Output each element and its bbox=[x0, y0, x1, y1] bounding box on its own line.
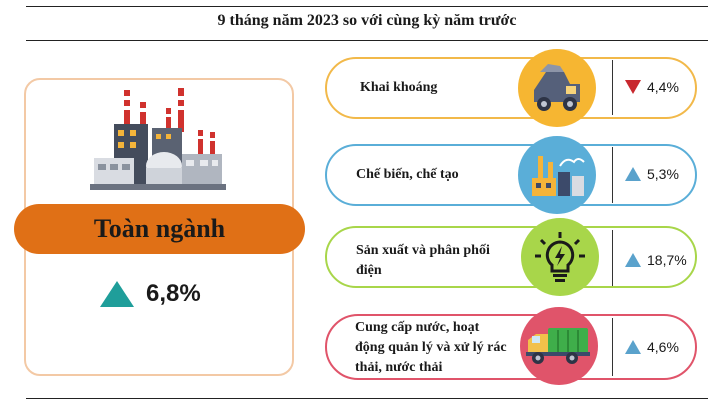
sector-change-electricity: 18,7% bbox=[625, 252, 687, 268]
total-change: 6,8% bbox=[100, 278, 201, 310]
mining-truck-icon bbox=[534, 64, 580, 111]
down-arrow-icon bbox=[625, 80, 641, 94]
up-arrow-icon bbox=[625, 340, 641, 354]
sector-change-water-waste: 4,6% bbox=[625, 339, 679, 355]
bottom-rule bbox=[26, 398, 708, 399]
manufacturing-icon-circle bbox=[518, 136, 596, 214]
sector-change-manufacturing: 5,3% bbox=[625, 166, 679, 182]
total-label: Toàn ngành bbox=[93, 214, 226, 243]
top-rule bbox=[26, 6, 708, 7]
header-rule bbox=[26, 40, 708, 41]
sector-divider bbox=[612, 147, 613, 203]
lightbulb-icon bbox=[535, 232, 585, 282]
sector-label-manufacturing: Chế biến, chế tạo bbox=[356, 167, 459, 182]
sector-label-electricity: Sản xuất và phân phối điện bbox=[356, 243, 490, 278]
sector-divider bbox=[612, 230, 613, 286]
sector-value-mining: 4,4% bbox=[647, 79, 679, 95]
sector-value-electricity: 18,7% bbox=[647, 252, 687, 268]
sector-divider bbox=[612, 60, 613, 115]
up-arrow-icon bbox=[625, 253, 641, 267]
up-arrow-icon bbox=[100, 281, 134, 307]
manufacturing-plant-icon bbox=[532, 156, 585, 196]
sector-divider bbox=[612, 318, 613, 376]
total-value: 6,8% bbox=[146, 280, 201, 307]
sector-change-mining: 4,4% bbox=[625, 79, 679, 95]
sector-label-water-waste: Cung cấp nước, hoạt động quản lý và xử l… bbox=[355, 320, 507, 375]
sector-value-manufacturing: 5,3% bbox=[647, 166, 679, 182]
garbage-truck-icon bbox=[526, 328, 590, 364]
up-arrow-icon bbox=[625, 167, 641, 181]
page-title: 9 tháng năm 2023 so với cùng kỳ năm trướ… bbox=[217, 12, 517, 29]
factory-icon bbox=[90, 88, 226, 190]
sector-label-mining: Khai khoáng bbox=[360, 80, 438, 95]
total-label-pill bbox=[14, 204, 305, 254]
sector-value-water-waste: 4,6% bbox=[647, 339, 679, 355]
